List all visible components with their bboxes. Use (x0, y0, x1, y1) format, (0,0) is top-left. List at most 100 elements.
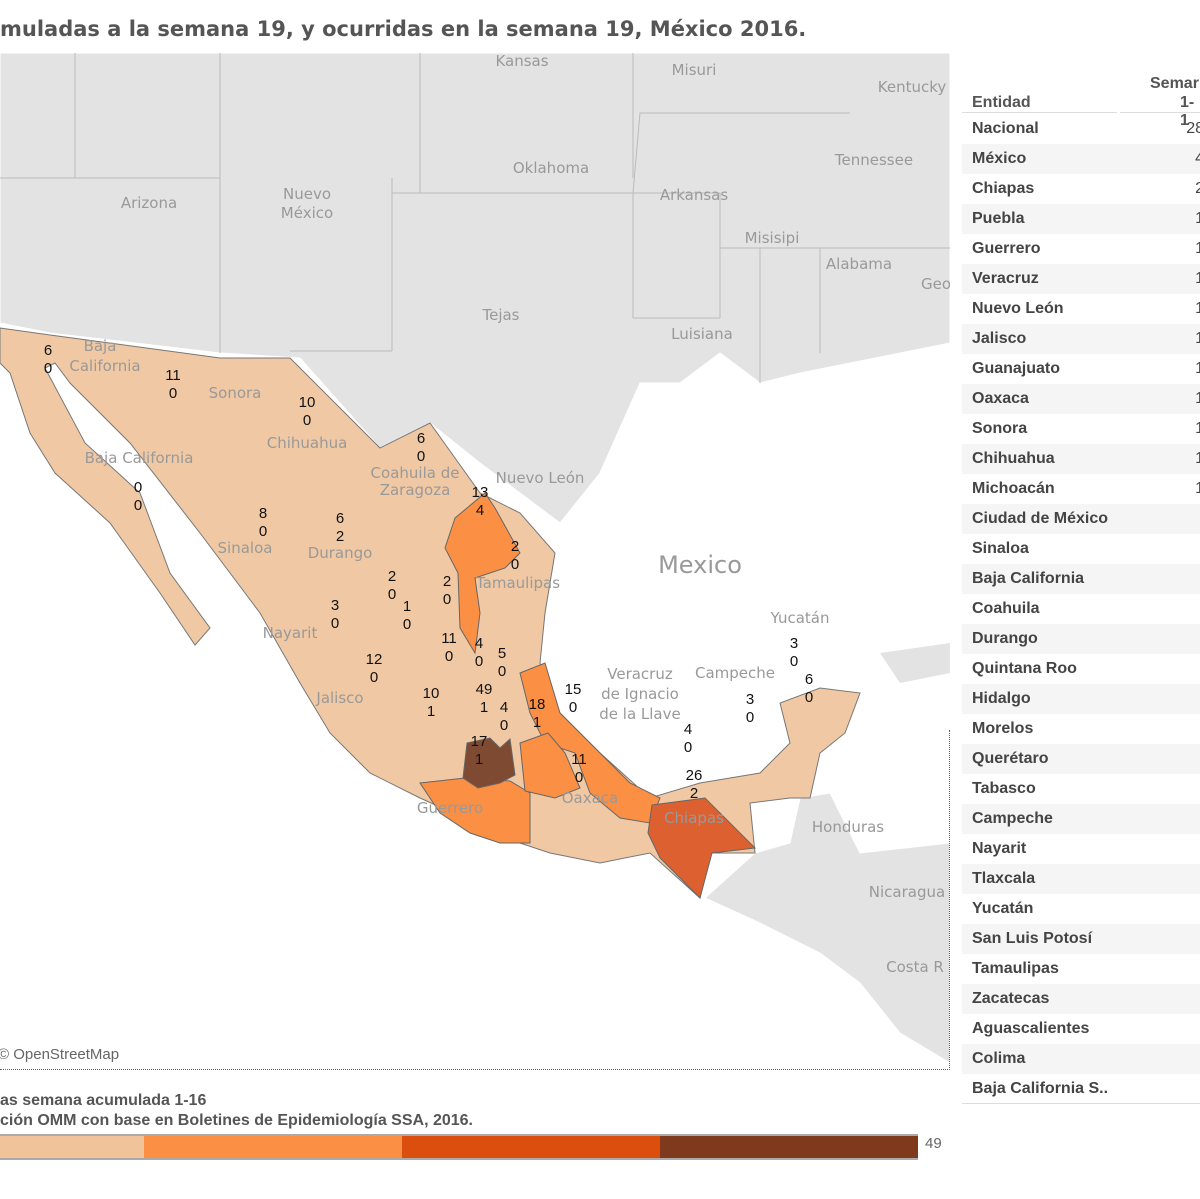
header-semana-line1[interactable]: Semar (1150, 75, 1199, 92)
table-row[interactable]: Baja California S.. (962, 1074, 1200, 1104)
table-row[interactable]: Querétaro (962, 744, 1200, 774)
table-row[interactable]: Guanajuato 1 (962, 354, 1200, 384)
table-row[interactable]: Puebla 1 (962, 204, 1200, 234)
state-label-acum: 11 (441, 630, 457, 647)
table-row[interactable]: México 4 (962, 144, 1200, 174)
state-label-week: 0 (417, 448, 425, 465)
place-name: Veracruz (607, 665, 673, 683)
table-row[interactable]: Zacatecas (962, 984, 1200, 1014)
entity-name: Quintana Roo (972, 660, 1077, 677)
entity-name: Chihuahua (972, 450, 1055, 467)
table-row[interactable]: Yucatán (962, 894, 1200, 924)
entity-name: San Luis Potosí (972, 930, 1093, 947)
state-label-acum: 49 (476, 681, 493, 698)
header-divider (1120, 112, 1200, 113)
entity-name: Nuevo León (972, 300, 1064, 317)
color-legend[interactable] (0, 1134, 918, 1160)
state-label-week: 0 (746, 709, 754, 726)
entity-name: Guanajuato (972, 360, 1061, 377)
state-label-acum: 4 (475, 635, 483, 652)
state-label-acum: 6 (417, 430, 425, 447)
state-label-acum: 10 (299, 394, 316, 411)
table-row[interactable]: Durango (962, 624, 1200, 654)
state-label-week: 0 (44, 360, 52, 377)
state-label-week: 1 (480, 699, 488, 716)
table-row[interactable]: Nayarit (962, 834, 1200, 864)
table-row[interactable]: Baja California (962, 564, 1200, 594)
table-row[interactable]: Tlaxcala (962, 864, 1200, 894)
map-border (0, 1069, 950, 1070)
state-label-acum: 4 (684, 721, 692, 738)
state-label-week: 0 (331, 615, 339, 632)
entity-name: Oaxaca (972, 390, 1029, 407)
map-attribution[interactable]: © OpenStreetMap (0, 1046, 120, 1063)
place-name: Mexico (658, 551, 742, 579)
table-row[interactable]: Michoacán 1 (962, 474, 1200, 504)
table-row[interactable]: Tamaulipas (962, 954, 1200, 984)
place-name: Tennessee (834, 151, 913, 169)
table-row[interactable]: Jalisco 1 (962, 324, 1200, 354)
place-name: Zaragoza (380, 481, 451, 499)
state-label-acum: 6 (805, 671, 813, 688)
legend-bin-2 (144, 1136, 402, 1158)
place-name: Baja (84, 337, 117, 355)
legend-bin-1 (0, 1136, 144, 1158)
table-row[interactable]: Oaxaca 1 (962, 384, 1200, 414)
table-row[interactable]: Chihuahua 1 (962, 444, 1200, 474)
table-row[interactable]: Colima (962, 1044, 1200, 1074)
place-name: Nicaragua (869, 883, 945, 901)
table-row[interactable]: Tabasco (962, 774, 1200, 804)
place-name: Kentucky (878, 78, 947, 96)
table-row[interactable]: Guerrero 1 (962, 234, 1200, 264)
header-semana-line2[interactable]: 1-1 (1180, 94, 1195, 129)
table-row[interactable]: Sinaloa (962, 534, 1200, 564)
table-row[interactable]: Veracruz 1 (962, 264, 1200, 294)
place-name: Jalisco (315, 689, 363, 707)
entity-name: Chiapas (972, 180, 1035, 197)
table-row[interactable]: Nacional 28 (962, 114, 1200, 144)
table-row[interactable]: Quintana Roo (962, 654, 1200, 684)
table-row[interactable]: Coahuila (962, 594, 1200, 624)
state-label-week: 0 (790, 653, 798, 670)
entity-name: Yucatán (972, 900, 1034, 917)
table-row[interactable]: Campeche (962, 804, 1200, 834)
place-name: Oaxaca (562, 789, 619, 807)
place-name: California (69, 357, 140, 375)
table-row[interactable]: Morelos (962, 714, 1200, 744)
entity-name: Tabasco (972, 780, 1036, 797)
state-label-acum: 3 (790, 635, 798, 652)
table-row[interactable]: Aguascalientes (962, 1014, 1200, 1044)
state-label-acum: 0 (134, 479, 142, 496)
entity-name: México (972, 150, 1027, 167)
entity-name: Colima (972, 1050, 1026, 1067)
state-label-acum: 12 (366, 651, 383, 668)
table-row[interactable]: Sonora 1 (962, 414, 1200, 444)
state-label-week: 0 (388, 586, 396, 603)
entity-name: Sonora (972, 420, 1028, 437)
place-name: Luisiana (671, 325, 733, 343)
entity-name: Morelos (972, 720, 1034, 737)
header-entidad[interactable]: Entidad (972, 94, 1031, 111)
table-row[interactable]: Ciudad de México (962, 504, 1200, 534)
place-name: Alabama (826, 255, 892, 273)
state-label-acum: 1 (403, 598, 411, 615)
map-canvas[interactable]: Kansas Misuri Kentucky Oklahoma Tennessee Ari… (0, 52, 951, 1070)
choropleth-map[interactable]: Kansas Misuri Kentucky Oklahoma Tennessee Ari… (0, 52, 951, 1070)
state-label-week: 0 (445, 648, 453, 665)
table-row[interactable]: Nuevo León 1 (962, 294, 1200, 324)
entity-name: Jalisco (972, 330, 1027, 347)
table-row[interactable]: Hidalgo (962, 684, 1200, 714)
state-label-week: 2 (336, 528, 344, 545)
dashboard-title: muladas a la semana 19, y ocurridas en l… (0, 17, 807, 41)
table-row[interactable]: San Luis Potosí (962, 924, 1200, 954)
state-label-week: 0 (259, 523, 267, 540)
place-name: de la Llave (599, 705, 680, 723)
place-name: Durango (308, 544, 373, 562)
state-label-acum: 3 (746, 691, 754, 708)
place-name: Misisipi (745, 229, 800, 247)
state-label-acum: 13 (472, 484, 489, 501)
table-row[interactable]: Chiapas 2 (962, 174, 1200, 204)
legend-source: ción OMM con base en Boletines de Epidem… (0, 1112, 473, 1129)
state-label-week: 1 (475, 751, 483, 768)
state-label-acum: 11 (165, 367, 181, 384)
